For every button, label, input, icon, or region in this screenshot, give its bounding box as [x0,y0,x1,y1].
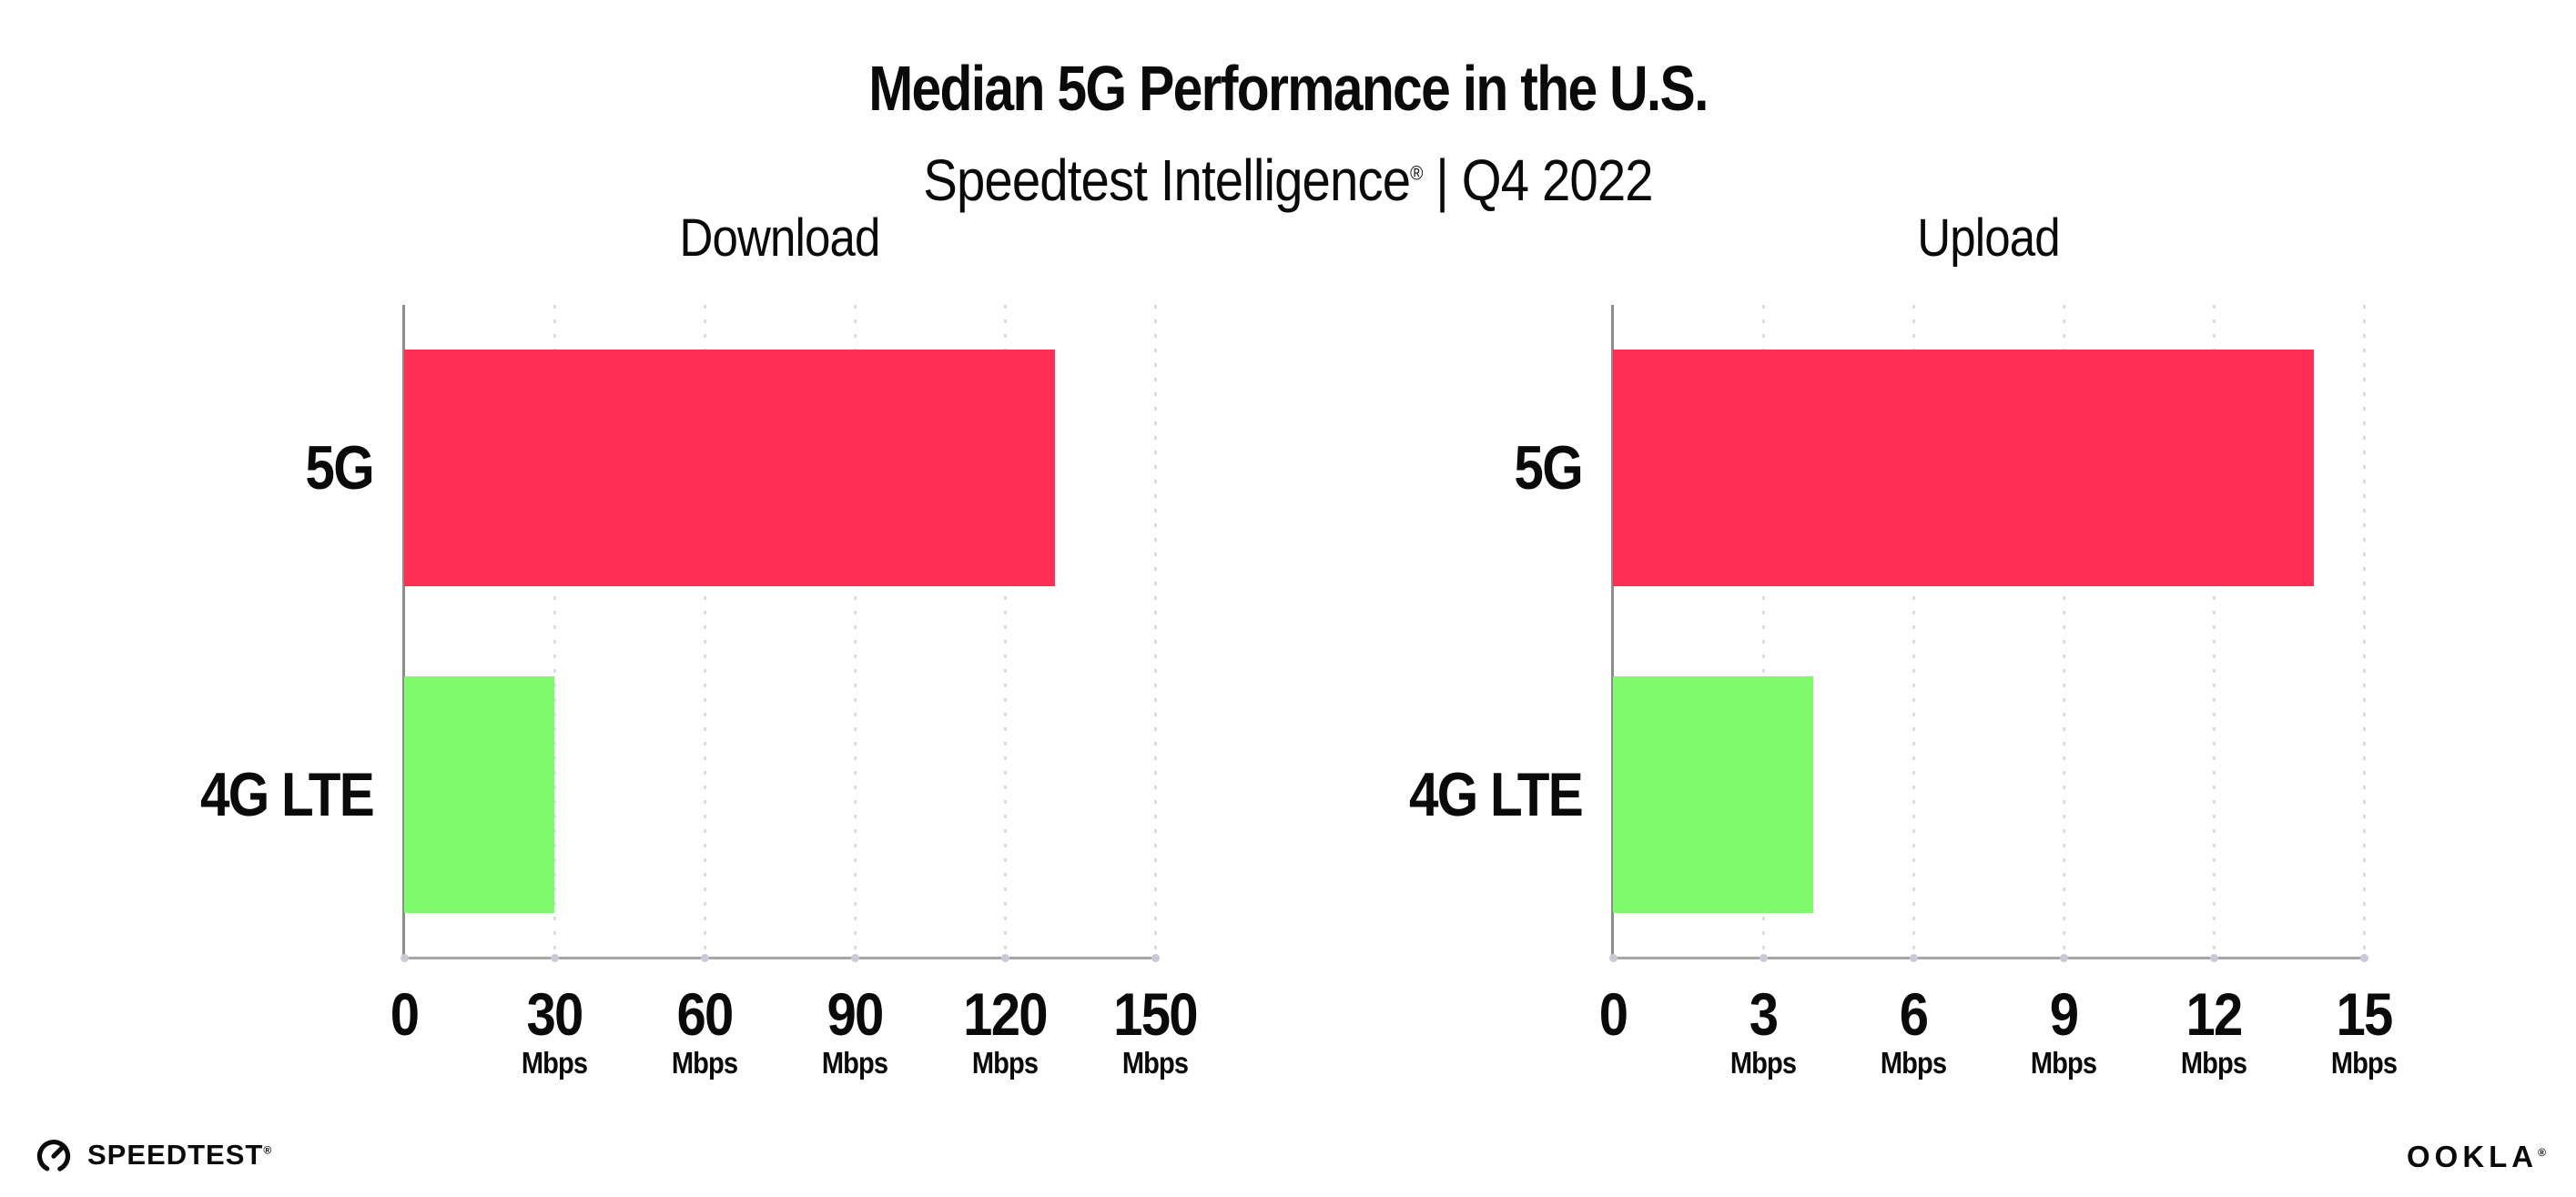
tick-mark [700,954,709,962]
bar-4g-lte [404,675,554,913]
page-title: Median 5G Performance in the U.S. [868,52,1709,124]
upload-plot-area: 0 3 Mbps 6 Mbps 9 Mbps 12 Mbps 15 Mbps 5G 4G LTE [1409,305,2398,1080]
tick-unit: Mbps [1729,1046,1797,1080]
tick-number: 12 [2186,980,2243,1048]
x-tick-label: 3 Mbps [1683,983,1843,1081]
registered-mark-icon: ® [1410,161,1423,185]
speedtest-logo: SPEEDTEST® [33,1134,272,1176]
tick-unit: Mbps [2330,1046,2398,1080]
tick-unit: Mbps [971,1046,1039,1080]
tick-unit: Mbps [2030,1046,2097,1080]
x-tick-label: 15 Mbps [2284,983,2444,1081]
tick-unit: Mbps [2180,1046,2247,1080]
tick-mark [550,954,559,962]
tick-number: 6 [1899,980,1929,1048]
bar-5g [404,350,1055,587]
x-tick-label: 60 Mbps [624,983,785,1081]
category-label-5g: 5G [1514,433,1583,503]
x-axis-line [402,957,1160,959]
gridline [2362,305,2366,957]
tick-mark [1909,954,1918,962]
gridline [1153,305,1157,957]
ookla-label-text: OOKLA [2406,1140,2539,1173]
tick-unit: Mbps [1880,1046,1947,1080]
gridline [1003,305,1007,957]
tick-number: 120 [963,980,1048,1048]
tick-unit: Mbps [1121,1046,1189,1080]
y-axis-line [402,305,405,959]
tick-number: 3 [1749,980,1779,1048]
x-tick-label: 0 [324,983,484,1045]
tick-number: 0 [1598,980,1628,1048]
gridline [1912,305,1915,957]
tick-number: 90 [827,980,884,1048]
ookla-wordmark: OOKLA® [2407,1140,2551,1174]
category-label-4g-lte: 4G LTE [1408,759,1584,829]
category-label-5g: 5G [305,433,374,503]
tick-mark [400,954,409,962]
category-label-4g-lte: 4G LTE [199,759,375,829]
y-axis-line [1611,305,1614,959]
bar-4g-lte [1613,675,1813,913]
speedtest-wordmark: SPEEDTEST® [87,1139,272,1172]
tick-mark [1000,954,1009,962]
tick-unit: Mbps [821,1046,888,1080]
tick-mark [1759,954,1768,962]
speedtest-label-text: SPEEDTEST [87,1139,264,1171]
download-plot-area: 0 30 Mbps 60 Mbps 90 Mbps 120 Mbps 150 Mbps 5G 4G LT… [200,305,1199,1080]
tick-unit: Mbps [671,1046,738,1080]
x-tick-label: 6 Mbps [1833,983,1993,1081]
tick-number: 60 [676,980,734,1048]
tick-mark [2359,954,2368,962]
gridline [703,305,706,957]
page-subtitle: Speedtest Intelligence® | Q4 2022 [155,147,2421,214]
gridline [553,305,556,957]
tick-number: 9 [2049,980,2079,1048]
tick-number: 30 [526,980,583,1048]
x-tick-label: 150 Mbps [1075,983,1235,1081]
registered-mark-icon: ® [2538,1146,2551,1159]
x-tick-label: 120 Mbps [925,983,1085,1081]
subtitle-period: Q4 2022 [1461,147,1654,214]
tick-mark [2059,954,2068,962]
download-chart-title: Download [679,208,881,268]
gridline [853,305,857,957]
tick-mark [2209,954,2218,962]
tick-number: 150 [1113,980,1198,1048]
gridline [2212,305,2216,957]
x-axis-line [1611,957,2368,959]
subtitle-brand: Speedtest Intelligence [923,147,1411,214]
x-tick-label: 12 Mbps [2134,983,2294,1081]
tick-number: 0 [390,980,420,1048]
x-tick-label: 90 Mbps [775,983,935,1081]
bar-5g [1613,350,2314,587]
gauge-icon [36,1140,71,1173]
x-tick-label: 0 [1533,983,1693,1045]
ookla-logo: OOKLA® [2407,1140,2551,1174]
tick-mark [850,954,859,962]
tick-unit: Mbps [521,1046,588,1080]
tick-mark [1608,954,1618,962]
upload-chart-title: Upload [1917,208,2060,268]
x-tick-label: 9 Mbps [1983,983,2144,1081]
subtitle-separator: | [1422,147,1462,214]
tick-mark [1151,954,1160,962]
registered-mark-icon: ® [263,1143,273,1157]
gridline [2062,305,2065,957]
tick-number: 15 [2336,980,2393,1048]
x-tick-label: 30 Mbps [474,983,634,1081]
gridline [1761,305,1765,957]
